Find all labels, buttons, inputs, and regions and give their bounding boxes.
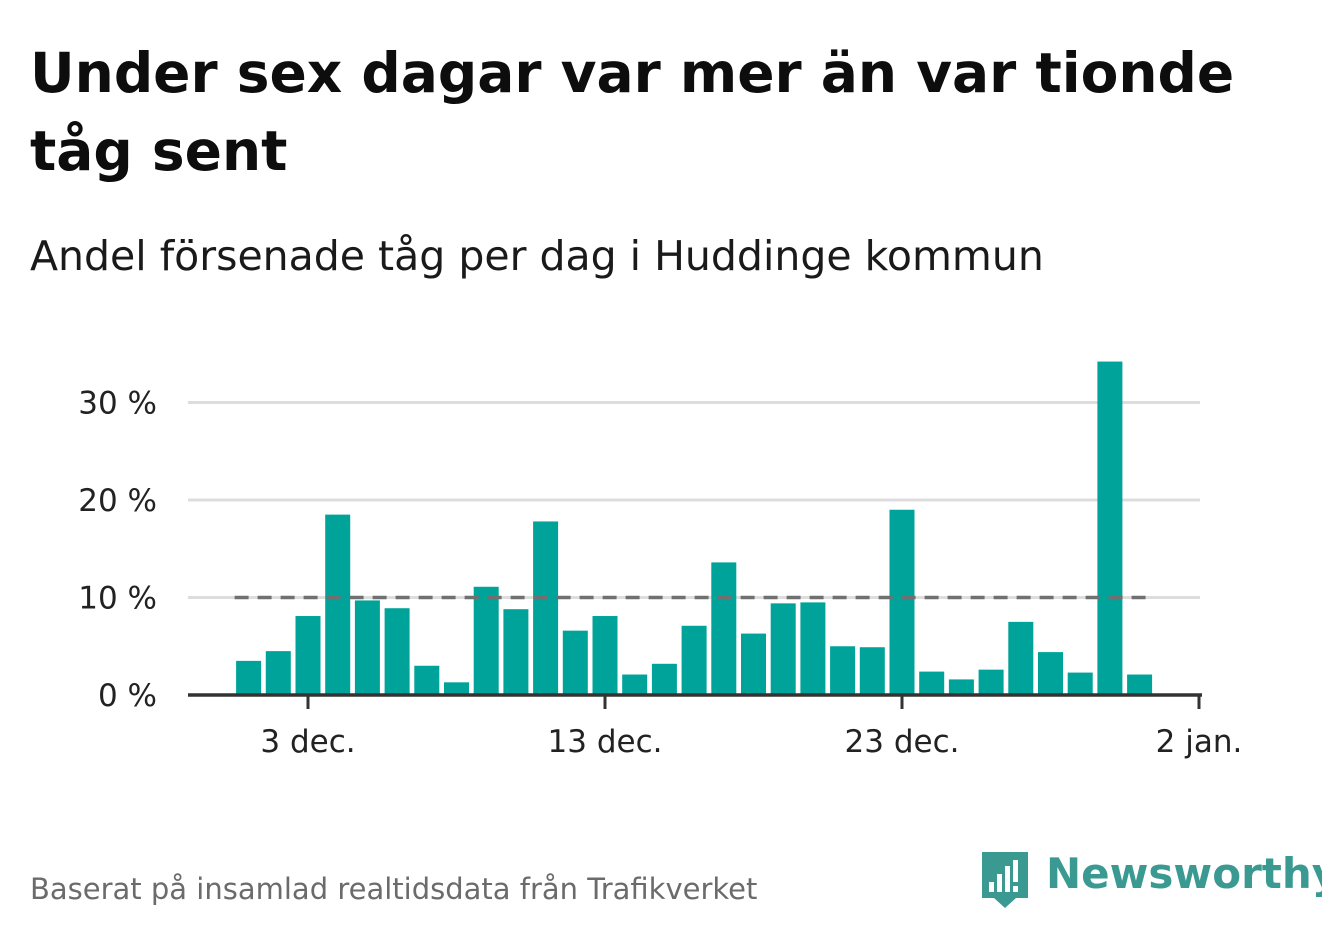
bar-day-13 bbox=[592, 616, 618, 695]
bar-day-8 bbox=[444, 682, 469, 695]
newsworthy-logo-icon bbox=[982, 852, 1028, 908]
bar-chart: 0 % 10 % 20 % 30 % 3 dec. 13 dec. 23 dec. 2 jan… bbox=[78, 361, 1242, 761]
bar-day-23 bbox=[889, 509, 915, 695]
bar-day-12 bbox=[562, 630, 588, 695]
bars bbox=[236, 361, 1153, 695]
bar-day-9 bbox=[473, 586, 499, 695]
bar-day-27 bbox=[1008, 621, 1034, 695]
bar-day-15 bbox=[651, 663, 677, 695]
brand-logo: Newsworthy bbox=[980, 850, 1322, 912]
bar-day-28 bbox=[1038, 652, 1063, 695]
axes bbox=[188, 693, 1202, 709]
bar-day-19 bbox=[770, 603, 796, 695]
bar-day-6 bbox=[384, 608, 410, 695]
bar-day-17 bbox=[711, 562, 737, 695]
bar-day-10 bbox=[503, 609, 529, 695]
bar-day-3 bbox=[295, 616, 321, 695]
y-tick-label-20: 20 % bbox=[78, 483, 157, 519]
y-tick-label-30: 30 % bbox=[78, 386, 157, 422]
tick-labels: 0 % 10 % 20 % 30 % 3 dec. 13 dec. 23 dec. 2 jan… bbox=[78, 386, 1242, 761]
bar-day-24 bbox=[919, 671, 945, 695]
bar-day-11 bbox=[533, 521, 559, 695]
x-tick-label-33: 2 jan. bbox=[1156, 724, 1243, 760]
bar-day-30 bbox=[1097, 361, 1123, 695]
bar-day-16 bbox=[681, 625, 707, 695]
bar-day-25 bbox=[948, 679, 974, 695]
bar-day-2 bbox=[265, 651, 291, 695]
bar-day-21 bbox=[830, 646, 856, 695]
x-tick-label-23: 23 dec. bbox=[845, 724, 960, 760]
chart-title: Under sex dagar var mer än var tionde tå… bbox=[30, 41, 1235, 183]
bar-day-18 bbox=[741, 633, 766, 695]
brand-name: Newsworthy bbox=[1046, 849, 1322, 898]
bar-day-29 bbox=[1067, 672, 1093, 695]
chart-subtitle: Andel försenade tåg per dag i Huddinge k… bbox=[30, 232, 1044, 280]
source-note: Baserat på insamlad realtidsdata från Tr… bbox=[30, 872, 758, 906]
bar-day-1 bbox=[236, 660, 262, 695]
bar-day-7 bbox=[414, 665, 440, 695]
y-tick-label-10: 10 % bbox=[78, 581, 157, 617]
bar-day-5 bbox=[354, 600, 380, 695]
bar-day-4 bbox=[325, 514, 351, 695]
x-tick-label-3: 3 dec. bbox=[260, 724, 355, 760]
x-tick-label-13: 13 dec. bbox=[548, 724, 663, 760]
bar-day-31 bbox=[1127, 674, 1153, 695]
bar-day-26 bbox=[978, 669, 1004, 695]
y-tick-label-0: 0 % bbox=[98, 678, 157, 714]
bar-day-20 bbox=[800, 602, 826, 695]
bar-day-14 bbox=[622, 674, 648, 695]
bar-day-22 bbox=[859, 647, 885, 695]
